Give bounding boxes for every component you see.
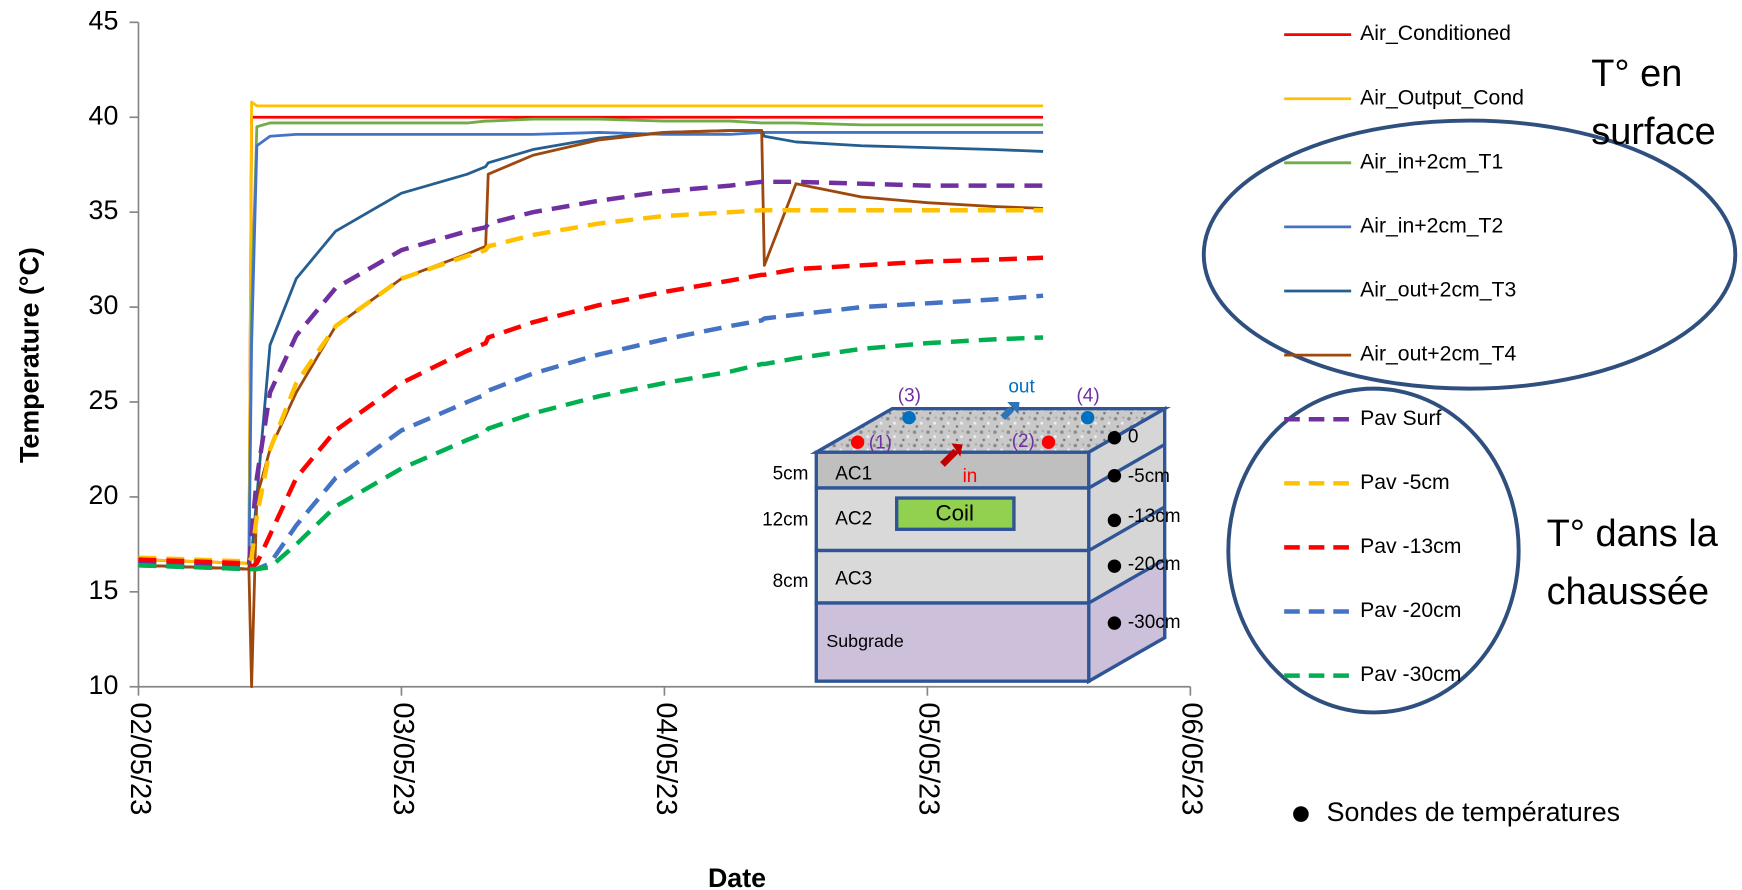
legend-label: Air_in+2cm_T2 [1360, 215, 1503, 238]
sensor-label: (2) [1012, 431, 1035, 452]
legend-label: Pav -13cm [1360, 535, 1461, 558]
depth-label: 0 [1128, 427, 1139, 448]
annotation: T° dans la [1547, 513, 1719, 555]
x-tick-label: 06/05/23 [1176, 702, 1208, 815]
chart: Temperature (°C) Date T° en surface T° d… [0, 0, 1742, 890]
flow-label: in [963, 466, 978, 487]
coil-label: Coil [936, 501, 974, 526]
annotation: Sondes de températures [1327, 797, 1620, 827]
legend-label: Air_Output_Cond [1360, 86, 1524, 109]
probe [1108, 559, 1121, 572]
sensor-label: (3) [898, 385, 921, 406]
depth-label: -30cm [1128, 612, 1181, 633]
probe [1108, 431, 1121, 444]
probe [1108, 616, 1121, 629]
layer-label: AC1 [835, 464, 872, 485]
legend-label: Air_out+2cm_T4 [1360, 343, 1516, 366]
thickness-label: 5cm [773, 464, 809, 485]
annotation: surface [1591, 111, 1715, 153]
flow-label: out [1008, 377, 1035, 398]
y-tick-label: 35 [89, 195, 119, 225]
layer-label: AC2 [835, 508, 872, 529]
legend-label: Air_in+2cm_T1 [1360, 150, 1503, 173]
y-tick-label: 45 [89, 5, 119, 35]
legend-label: Air_Conditioned [1360, 22, 1511, 45]
depth-label: -5cm [1128, 466, 1170, 487]
probe [1108, 514, 1121, 527]
y-tick-label: 10 [89, 670, 119, 700]
sensor-label: (4) [1076, 385, 1099, 406]
annotation: T° en [1591, 53, 1682, 95]
probe [1108, 469, 1121, 482]
depth-label: -13cm [1128, 506, 1181, 527]
sensor [902, 411, 915, 424]
y-axis-title: Temperature (°C) [14, 247, 44, 463]
x-tick-label: 03/05/23 [387, 702, 419, 815]
sensor [1042, 436, 1055, 449]
legend-label: Pav -5cm [1360, 471, 1450, 494]
x-axis-title: Date [708, 863, 766, 890]
depth-label: -20cm [1128, 554, 1181, 575]
x-tick-label: 05/05/23 [913, 702, 945, 815]
layer-label: Subgrade [826, 631, 904, 651]
y-tick-label: 25 [89, 385, 119, 415]
x-tick-label: 02/05/23 [124, 702, 156, 815]
legend-label: Pav -30cm [1360, 663, 1461, 686]
thickness-label: 12cm [762, 509, 808, 530]
legend-label: Air_out+2cm_T3 [1360, 279, 1516, 302]
y-tick-label: 20 [89, 480, 119, 510]
page: Temperature (°C) Date T° en surface T° d… [0, 0, 1742, 890]
y-tick-label: 30 [89, 290, 119, 320]
probe-symbol [1293, 806, 1309, 822]
y-tick-label: 15 [89, 575, 119, 605]
sensor [1081, 411, 1094, 424]
pavement-diagram: Coil AC1 AC2 AC3 Subgrade 5cm 12cm 8cm 0… [762, 377, 1180, 682]
sensor-label: (1) [869, 432, 892, 453]
legend-label: Pav -20cm [1360, 599, 1461, 622]
layer-label: AC3 [835, 569, 872, 590]
annotation: chaussée [1547, 571, 1709, 613]
thickness-label: 8cm [773, 571, 809, 592]
sensor [851, 436, 864, 449]
y-tick-label: 40 [89, 100, 119, 130]
x-tick-label: 04/05/23 [650, 702, 682, 815]
legend-label: Pav Surf [1360, 407, 1441, 430]
